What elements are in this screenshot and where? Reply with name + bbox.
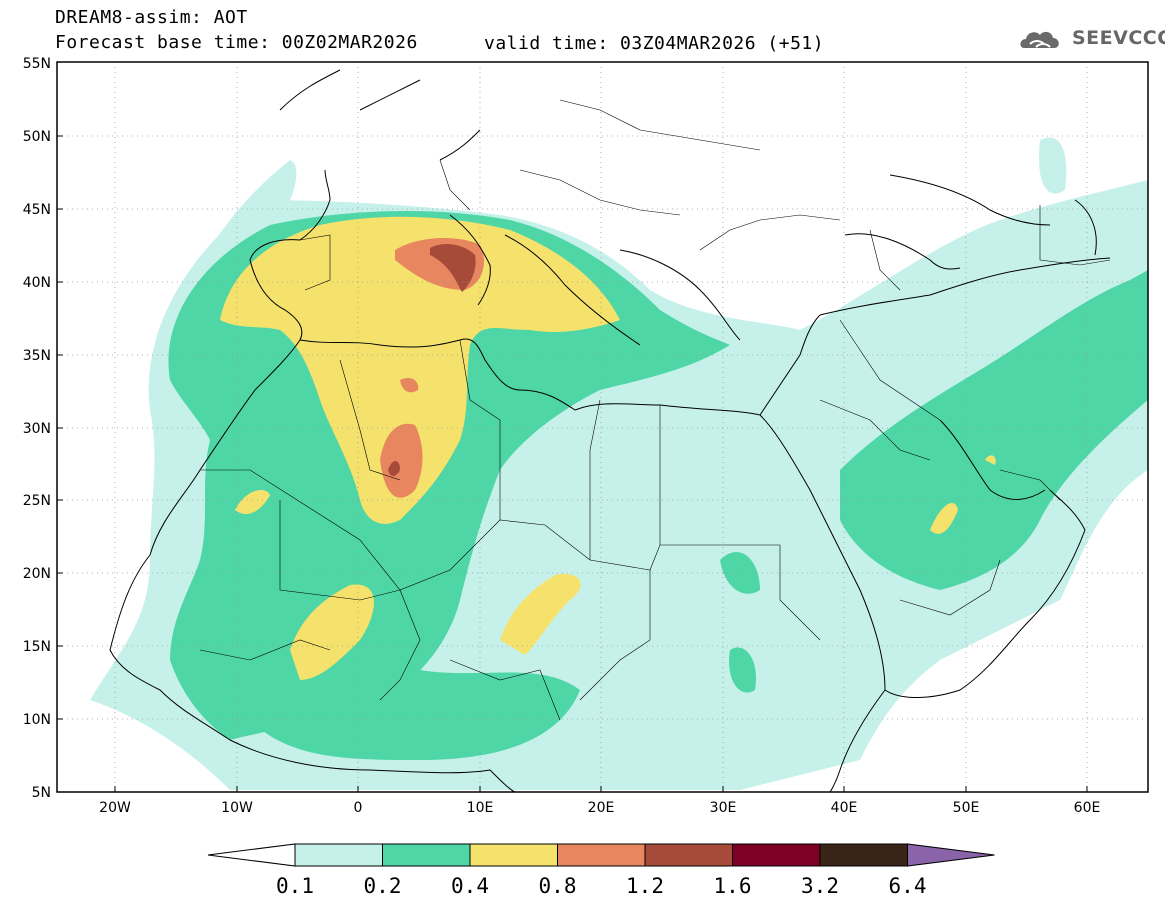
aot-band-1.2-1.6 — [388, 244, 476, 476]
colorbar-label: 0.2 — [364, 874, 402, 898]
latitude-labels: 55N 50N 45N 40N 35N 30N 25N 20N 15N 10N … — [23, 56, 51, 801]
colorbar-labels: 0.1 0.2 0.4 0.8 1.2 1.6 3.2 6.4 — [276, 874, 926, 898]
lat-label: 50N — [23, 129, 51, 145]
aot-field — [90, 137, 1148, 790]
colorbar-label: 1.2 — [626, 874, 664, 898]
lon-label: 50E — [953, 800, 980, 816]
colorbar-label: 0.1 — [276, 874, 314, 898]
colorbar-arrow-high — [907, 843, 995, 867]
colorbar-label: 0.4 — [451, 874, 489, 898]
map-title: DREAM8-assim: AOT — [55, 7, 248, 28]
axis-ticks — [57, 135, 1088, 792]
colorbar-swatch — [469, 843, 558, 867]
lat-label: 20N — [23, 566, 51, 582]
logo-text: SEEVCCC — [1072, 27, 1165, 49]
lon-label: 20E — [588, 800, 615, 816]
colorbar-label: 6.4 — [889, 874, 927, 898]
aot-band-0.4-0.8 — [220, 216, 996, 680]
lat-label: 45N — [23, 202, 51, 218]
colorbar-label: 1.6 — [714, 874, 752, 898]
longitude-labels: 20W 10W 0 10E 20E 30E 40E 50E 60E — [99, 800, 1100, 816]
lon-label: 40E — [831, 800, 858, 816]
map-frame — [56, 61, 1149, 793]
country-borders — [199, 99, 1111, 721]
lat-label: 10N — [23, 712, 51, 728]
valid-time: valid time: 03Z04MAR2026 (+51) — [484, 33, 825, 54]
colorbar-label: 0.8 — [539, 874, 577, 898]
lat-label: 55N — [23, 56, 51, 72]
lon-label: 30E — [710, 800, 737, 816]
lon-label: 20W — [99, 800, 131, 816]
lon-label: 10E — [467, 800, 494, 816]
lat-label: 40N — [23, 275, 51, 291]
colorbar-label: 3.2 — [801, 874, 839, 898]
colorbar-swatch — [557, 843, 646, 867]
lat-label: 30N — [23, 421, 51, 437]
colorbar-swatch — [819, 843, 908, 867]
colorbar-swatch — [294, 843, 383, 867]
cloud-icon — [1020, 31, 1059, 48]
graticule — [57, 62, 1148, 792]
colorbar-swatch — [382, 843, 471, 867]
lat-label: 35N — [23, 348, 51, 364]
colorbar-swatches — [207, 843, 995, 867]
lon-label: 0 — [354, 800, 363, 816]
lon-label: 60E — [1074, 800, 1101, 816]
colorbar-swatch — [732, 843, 821, 867]
colorbar-swatch — [644, 843, 733, 867]
lon-label: 10W — [221, 800, 253, 816]
lat-label: 15N — [23, 639, 51, 655]
lat-label: 25N — [23, 493, 51, 509]
lat-label: 5N — [32, 785, 51, 801]
colorbar-arrow-low — [207, 843, 296, 867]
seevccc-logo — [1020, 31, 1059, 48]
forecast-base-time: Forecast base time: 00Z02MAR2026 — [55, 32, 418, 53]
